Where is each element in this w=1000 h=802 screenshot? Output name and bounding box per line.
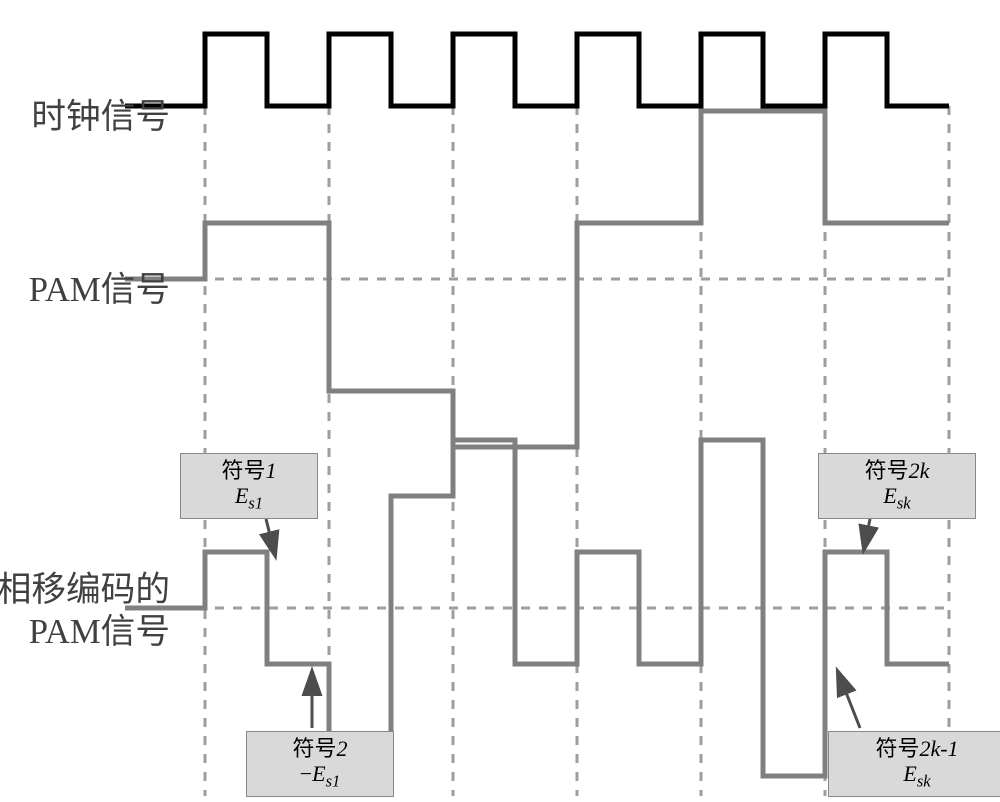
psk-label: 相移编码的 PAM信号: [0, 570, 170, 653]
clock-waveform: [125, 34, 949, 106]
callout-sym2k: 符号2kEsk: [818, 453, 976, 519]
callout-sym2k-1: 符号2k-1Esk: [828, 731, 1000, 797]
callout-sym1: 符号1Es1: [180, 453, 318, 519]
pam-label: PAM信号: [29, 261, 170, 311]
clock-label: 时钟信号: [31, 88, 170, 138]
callout-arrow-sym2k-1: [838, 672, 860, 728]
callout-sym2: 符号2−Es1: [246, 731, 394, 797]
callout-arrow-sym2k: [864, 519, 870, 549]
